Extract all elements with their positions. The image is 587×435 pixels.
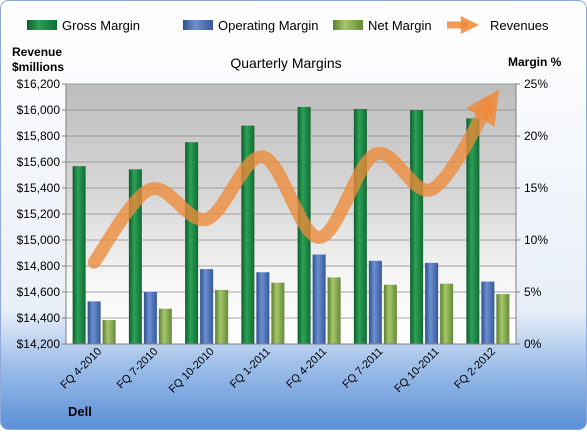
bar-operating-margin <box>144 292 157 344</box>
bar-operating-margin <box>313 255 326 344</box>
right-tick-label: 15% <box>524 181 548 195</box>
bar-net-margin <box>496 294 509 344</box>
bar-net-margin <box>440 284 453 344</box>
left-tick-label: $15,000 <box>17 233 61 247</box>
bar-gross-margin <box>354 109 367 344</box>
left-tick-label: $16,000 <box>17 103 61 117</box>
left-tick-label: $14,200 <box>17 337 61 351</box>
right-tick-label: 5% <box>524 285 542 299</box>
left-tick-label: $15,200 <box>17 207 61 221</box>
legend-swatch-operating-margin <box>183 20 213 30</box>
right-tick-label: 10% <box>524 233 548 247</box>
legend-label-revenues: Revenues <box>490 18 549 33</box>
bar-net-margin <box>384 285 397 344</box>
left-axis-title-line1: Revenue <box>12 45 62 59</box>
left-tick-label: $15,400 <box>17 181 61 195</box>
bar-operating-margin <box>481 282 494 344</box>
bar-operating-margin <box>369 261 382 344</box>
bar-gross-margin <box>185 142 198 344</box>
left-tick-label: $14,800 <box>17 259 61 273</box>
company-label: Dell <box>68 404 92 419</box>
legend-label-gross-margin: Gross Margin <box>62 18 140 33</box>
bar-net-margin <box>271 283 284 344</box>
bar-net-margin <box>328 277 341 344</box>
legend-swatch-gross-margin <box>27 20 57 30</box>
right-tick-label: 20% <box>524 129 548 143</box>
right-tick-label: 0% <box>524 337 542 351</box>
bar-gross-margin <box>73 166 86 344</box>
left-tick-label: $14,400 <box>17 311 61 325</box>
left-tick-label: $14,600 <box>17 285 61 299</box>
right-tick-label: 25% <box>524 77 548 91</box>
bar-net-margin <box>159 309 172 344</box>
legend-swatch-net-margin <box>333 20 363 30</box>
bar-operating-margin <box>88 301 101 344</box>
legend-label-net-margin: Net Margin <box>368 18 432 33</box>
chart-title: Quarterly Margins <box>230 55 341 71</box>
bar-net-margin <box>215 290 228 344</box>
bar-operating-margin <box>425 263 438 344</box>
left-axis-title-line2: $millions <box>12 60 64 74</box>
left-tick-label: $15,800 <box>17 129 61 143</box>
right-axis-title: Margin % <box>508 55 562 69</box>
bar-operating-margin <box>200 269 213 344</box>
bar-net-margin <box>103 320 116 344</box>
legend-label-operating-margin: Operating Margin <box>218 18 318 33</box>
bar-gross-margin <box>410 110 423 344</box>
left-tick-label: $16,200 <box>17 77 61 91</box>
bar-operating-margin <box>256 272 269 344</box>
left-tick-label: $15,600 <box>17 155 61 169</box>
